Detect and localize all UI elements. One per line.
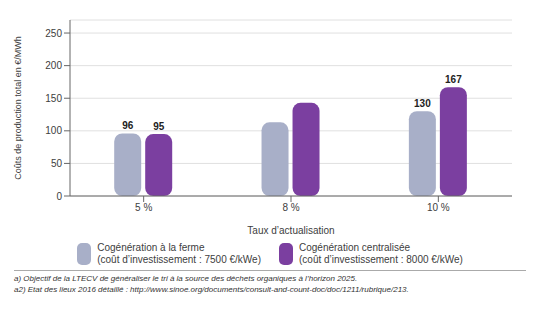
svg-text:0: 0 (56, 191, 62, 202)
svg-text:Coûts de production total en €: Coûts de production total en €/MWh (13, 36, 23, 180)
svg-text:50: 50 (51, 158, 63, 169)
svg-text:167: 167 (445, 74, 462, 85)
svg-text:10 %: 10 % (427, 202, 450, 213)
svg-text:96: 96 (122, 120, 134, 131)
html-text:a2) Etat des lieux 2016 détail: a2) Etat des lieux 2016 détaillé : http:… (14, 285, 409, 294)
html-text:a) Objectif de la LTECV de gén: a) Objectif de la LTECV de généraliser l… (14, 274, 358, 283)
svg-text:95: 95 (153, 121, 165, 132)
svg-text:250: 250 (45, 28, 62, 39)
html-text:Cogénération à la ferme (coût: Cogénération à la ferme (coût d’investis… (97, 242, 261, 265)
svg-text:100: 100 (45, 125, 62, 136)
html-text:Cogénération centralisée (coût: Cogénération centralisée (coût d’investi… (299, 242, 463, 265)
svg-text:Taux d’actualisation: Taux d’actualisation (247, 225, 334, 236)
svg-text:130: 130 (414, 98, 431, 109)
svg-text:150: 150 (45, 93, 62, 104)
svg-text:5 %: 5 % (135, 202, 152, 213)
svg-text:200: 200 (45, 60, 62, 71)
svg-text:8 %: 8 % (282, 202, 299, 213)
